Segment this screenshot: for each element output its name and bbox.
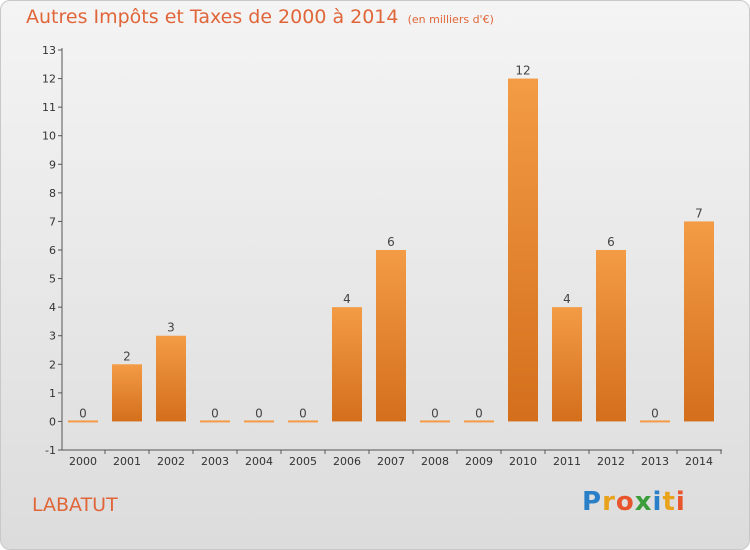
data-label: 7 <box>695 206 703 220</box>
logo-letter: i <box>653 487 663 517</box>
data-label: 12 <box>515 64 530 78</box>
data-label: 0 <box>211 406 219 420</box>
y-tick-label: 0 <box>49 415 56 428</box>
data-label: 4 <box>343 292 351 306</box>
y-tick-label: 4 <box>49 301 56 314</box>
data-label: 0 <box>431 406 439 420</box>
bar <box>640 420 670 422</box>
data-label: 3 <box>167 321 175 335</box>
x-tick-label: 2007 <box>377 455 405 468</box>
y-tick-label: 1 <box>49 387 56 400</box>
bar <box>244 420 274 422</box>
y-tick-label: 5 <box>49 273 56 286</box>
bar <box>508 79 538 422</box>
y-tick-label: 6 <box>49 244 56 257</box>
bar <box>596 250 626 421</box>
proxiti-logo: Proxiti <box>582 487 686 517</box>
y-tick-label: 12 <box>42 73 56 86</box>
bar <box>156 336 186 422</box>
x-tick-label: 2002 <box>157 455 185 468</box>
x-tick-label: 2008 <box>421 455 449 468</box>
logo-letter: i <box>676 487 686 517</box>
data-label: 4 <box>563 292 571 306</box>
logo-letter: o <box>616 487 635 517</box>
y-tick-label: 3 <box>49 330 56 343</box>
bar <box>200 420 230 422</box>
data-label: 0 <box>651 406 659 420</box>
y-tick-label: 11 <box>42 101 56 114</box>
x-tick-label: 2003 <box>201 455 229 468</box>
data-label: 6 <box>607 235 615 249</box>
y-tick-label: 7 <box>49 215 56 228</box>
data-label: 0 <box>79 406 87 420</box>
y-tick-label: 2 <box>49 358 56 371</box>
bar <box>332 307 362 421</box>
bar <box>552 307 582 421</box>
bar <box>376 250 406 421</box>
x-tick-label: 2010 <box>509 455 537 468</box>
x-tick-label: 2012 <box>597 455 625 468</box>
x-tick-label: 2009 <box>465 455 493 468</box>
logo-letter: P <box>582 487 602 517</box>
x-tick-label: 2005 <box>289 455 317 468</box>
bar <box>684 221 714 421</box>
y-tick-label: 10 <box>42 130 56 143</box>
x-tick-label: 2014 <box>685 455 713 468</box>
y-tick-label: 8 <box>49 187 56 200</box>
logo-letter: t <box>662 487 675 517</box>
data-label: 2 <box>123 349 131 363</box>
bar <box>464 420 494 422</box>
x-tick-label: 2000 <box>69 455 97 468</box>
y-tick-label: 13 <box>42 44 56 57</box>
data-label: 0 <box>475 406 483 420</box>
logo-letter: x <box>635 487 653 517</box>
x-tick-label: 2006 <box>333 455 361 468</box>
x-tick-label: 2001 <box>113 455 141 468</box>
x-tick-label: 2004 <box>245 455 273 468</box>
data-label: 0 <box>255 406 263 420</box>
bar <box>288 420 318 422</box>
commune-name: LABATUT <box>32 494 118 516</box>
logo-letter: r <box>602 487 616 517</box>
x-tick-label: 2013 <box>641 455 669 468</box>
bar <box>112 364 142 421</box>
data-label: 6 <box>387 235 395 249</box>
y-tick-label: 9 <box>49 158 56 171</box>
data-label: 0 <box>299 406 307 420</box>
bar <box>68 420 98 422</box>
y-tick-label: -1 <box>45 444 56 457</box>
bar <box>420 420 450 422</box>
x-tick-label: 2011 <box>553 455 581 468</box>
